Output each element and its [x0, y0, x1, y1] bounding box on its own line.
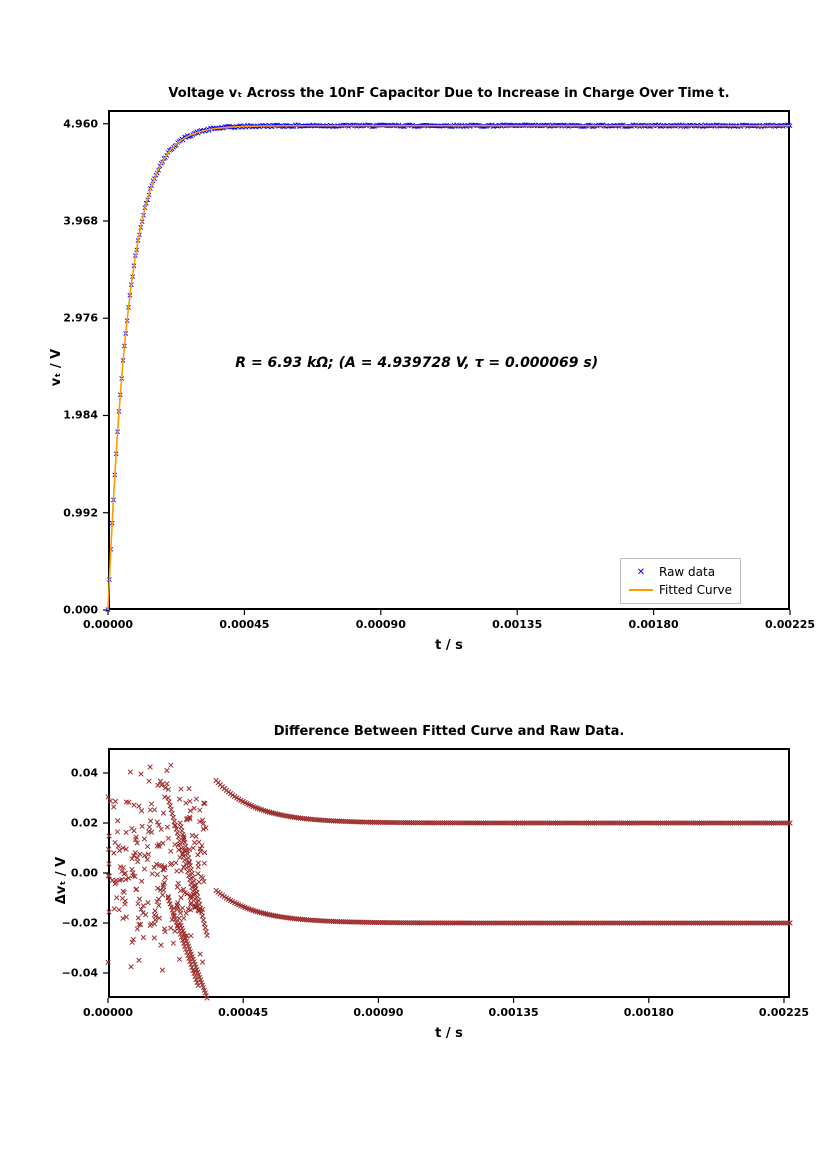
xtick-label: 0.00045: [218, 1006, 268, 1019]
chart2-xlabel: t / s: [435, 1026, 463, 1041]
chart1-annotation: R = 6.93 kΩ; (A = 4.939728 V, τ = 0.0000…: [235, 355, 598, 371]
xtick-label: 0.00180: [624, 1006, 674, 1019]
xtick-label: 0.00090: [356, 618, 406, 631]
ytick-label: 2.976: [50, 312, 98, 325]
xtick-label: 0.00135: [489, 1006, 539, 1019]
ytick-label: 4.960: [50, 117, 98, 130]
xtick-label: 0.00225: [759, 1006, 809, 1019]
ytick-label: 1.984: [50, 409, 98, 422]
ytick-label: 0.000: [50, 604, 98, 617]
ytick-label: 0.00: [50, 867, 98, 880]
xtick-label: 0.00225: [765, 618, 815, 631]
chart1-legend: ✕ Raw data Fitted Curve: [620, 558, 741, 604]
legend-label: Fitted Curve: [659, 583, 732, 597]
xtick-label: 0.00000: [83, 1006, 133, 1019]
chart2-axes: [108, 748, 790, 998]
line-icon: [629, 589, 653, 591]
ytick-label: 0.02: [50, 817, 98, 830]
chart1-xlabel: t / s: [435, 638, 463, 653]
xtick-label: 0.00135: [492, 618, 542, 631]
legend-item: Fitted Curve: [629, 581, 732, 599]
chart2-ylabel: Δvₜ / V: [54, 857, 69, 904]
chart1-ylabel: vₜ / V: [49, 349, 64, 386]
figure: Voltage vₜ Across the 10nF Capacitor Due…: [0, 0, 827, 1169]
ytick-label: 0.992: [50, 506, 98, 519]
legend-item: ✕ Raw data: [629, 563, 732, 581]
xtick-label: 0.00000: [83, 618, 133, 631]
ytick-label: 3.968: [50, 214, 98, 227]
x-marker-icon: ✕: [629, 567, 653, 578]
ytick-label: 0.04: [50, 767, 98, 780]
chart1-title: Voltage vₜ Across the 10nF Capacitor Due…: [168, 86, 729, 101]
xtick-label: 0.00045: [219, 618, 269, 631]
ytick-label: −0.04: [50, 967, 98, 980]
xtick-label: 0.00090: [353, 1006, 403, 1019]
ytick-label: −0.02: [50, 917, 98, 930]
legend-label: Raw data: [659, 565, 715, 579]
chart2-title: Difference Between Fitted Curve and Raw …: [274, 724, 625, 739]
xtick-label: 0.00180: [629, 618, 679, 631]
